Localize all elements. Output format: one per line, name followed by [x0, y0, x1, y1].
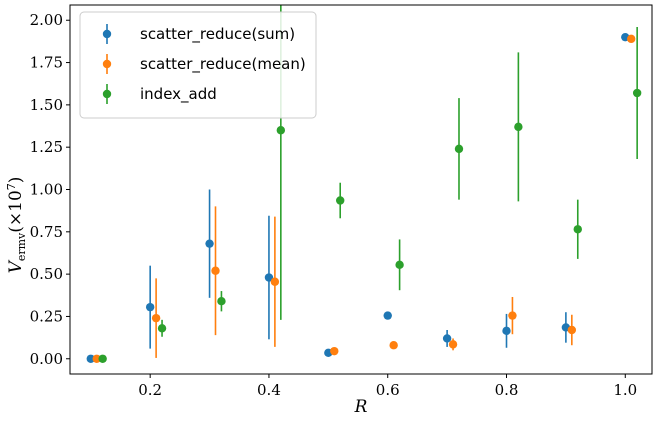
- x-tick-label: 0.6: [376, 381, 400, 399]
- legend-marker: [102, 89, 112, 99]
- legend-item: scatter_reduce(mean): [102, 54, 306, 74]
- x-tick-label: 0.8: [495, 381, 519, 399]
- legend-marker: [102, 29, 112, 39]
- data-point: [508, 311, 517, 320]
- y-tick-label: 1.25: [30, 138, 63, 156]
- x-tick-label: 1.0: [613, 381, 637, 399]
- data-point: [442, 334, 452, 343]
- data-point: [330, 346, 339, 356]
- data-point: [502, 326, 511, 336]
- axis-ticks: 0.2 0.4 0.6 0.8 1.0 0.00 0.25 0.50 0.75 1.00 1.25 1…: [30, 11, 638, 399]
- x-tick-label: 0.2: [138, 381, 162, 399]
- x-axis-label: R: [354, 397, 368, 417]
- y-tick-label: 0.50: [30, 265, 63, 283]
- x-tick-label: 0.4: [257, 381, 281, 399]
- legend-marker: [102, 59, 112, 69]
- data-point: [92, 354, 101, 363]
- legend-box: [79, 11, 317, 119]
- data-point: [86, 354, 95, 363]
- data-point: [632, 88, 642, 98]
- y-tick-label: 0.00: [30, 350, 63, 368]
- data-point: [217, 297, 226, 306]
- data-point: [270, 277, 280, 286]
- y-tick-label: 0.75: [30, 223, 63, 241]
- y-tick-label: 1.00: [30, 181, 63, 199]
- legend-label: index_add: [140, 85, 217, 104]
- data-point: [98, 354, 107, 363]
- data-point: [383, 311, 392, 320]
- y-tick-label: 1.75: [30, 54, 63, 72]
- data-point: [211, 266, 220, 275]
- data-point: [573, 225, 582, 234]
- legend: scatter_reduce(sum) scatter_reduce(mean)i…: [79, 11, 317, 119]
- y-tick-label: 2.00: [30, 11, 63, 29]
- data-point: [276, 126, 286, 135]
- series-scatter-reduce-sum-: [86, 32, 630, 363]
- series-index-add: [98, 5, 642, 363]
- y-axis-label: Vermv(×107): [5, 177, 28, 274]
- data-point: [627, 34, 636, 44]
- data-point: [145, 302, 155, 312]
- y-tick-label: 0.25: [30, 307, 63, 325]
- data-point: [395, 260, 404, 270]
- data-point: [514, 122, 523, 132]
- legend-item: index_add: [102, 84, 217, 104]
- data-point: [389, 341, 398, 350]
- data-point: [336, 196, 345, 205]
- legend-label: scatter_reduce(mean): [140, 55, 306, 74]
- y-tick-label: 1.50: [30, 96, 63, 114]
- data-point: [205, 239, 214, 248]
- svg-text:Vermv(×107): Vermv(×107): [5, 177, 28, 274]
- data-point: [151, 313, 161, 323]
- legend-item: scatter_reduce(sum): [102, 24, 295, 44]
- data-marks: [86, 5, 642, 363]
- data-point: [454, 144, 464, 154]
- data-point: [157, 324, 167, 333]
- series-scatter-reduce-mean-: [92, 34, 636, 363]
- data-point: [567, 325, 577, 335]
- legend-label: scatter_reduce(sum): [140, 25, 295, 44]
- data-point: [448, 340, 458, 349]
- data-point: [264, 273, 274, 282]
